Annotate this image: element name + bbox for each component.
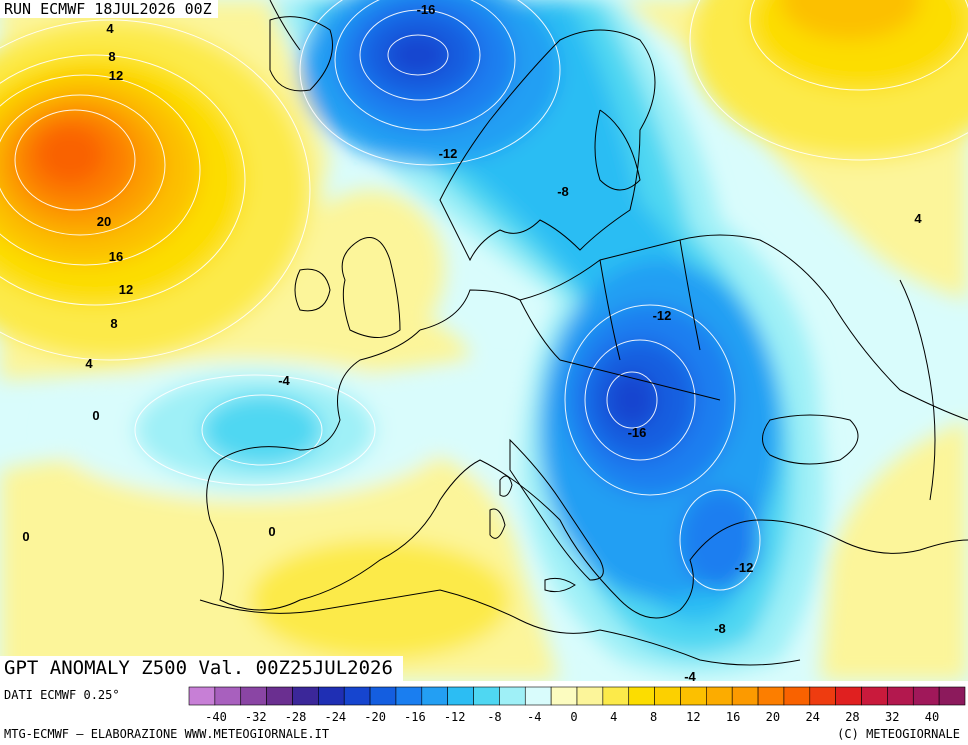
colorbar-swatch [628, 686, 655, 706]
colorbar-swatch [576, 686, 604, 706]
colorbar-swatch [550, 686, 578, 706]
colorbar-swatch [395, 686, 423, 706]
colorbar-swatch [499, 686, 526, 706]
colorbar-swatch [706, 686, 733, 706]
contour-label: -4 [684, 669, 696, 681]
colorbar-swatches [188, 686, 966, 706]
colorbar-tick-label: -40 [205, 710, 227, 724]
contour-label: 8 [110, 316, 117, 331]
colorbar-tick-label: -28 [285, 710, 307, 724]
contour-label: 0 [92, 408, 99, 423]
colorbar-swatch [938, 686, 966, 706]
colorbar-swatch [912, 686, 940, 706]
contour-label: 4 [914, 211, 922, 226]
colorbar-swatch [783, 686, 811, 706]
colorbar-swatch [214, 686, 242, 706]
contour-label: 0 [22, 529, 29, 544]
colorbar-swatch [266, 686, 293, 706]
contour-label: -16 [417, 2, 436, 17]
colorbar-swatch [292, 686, 319, 706]
colorbar-tick-label: 0 [570, 710, 577, 724]
colorbar-tick-label: 24 [805, 710, 819, 724]
contour-label: 16 [109, 249, 123, 264]
colorbar-swatch [602, 686, 630, 706]
contour-label: -12 [653, 308, 672, 323]
colorbar-tick-label: -8 [487, 710, 501, 724]
contour-label: 20 [97, 214, 111, 229]
anomaly-map: 4 8 12 20 16 12 8 4 0 0 -16 -12 -8 -4 0 … [0, 0, 968, 681]
colorbar-tick-label: -20 [364, 710, 386, 724]
contour-label: 0 [268, 524, 275, 539]
colorbar-swatch [473, 686, 500, 706]
colorbar-tick-label: 28 [845, 710, 859, 724]
contour-label: 4 [106, 21, 114, 36]
colorbar-swatch [680, 686, 707, 706]
colorbar-swatch [421, 686, 448, 706]
colorbar-tick-label: 40 [925, 710, 939, 724]
contour-label: 8 [108, 49, 115, 64]
colorbar-tick-label: -4 [527, 710, 541, 724]
data-source-label: DATI ECMWF 0.25° [4, 688, 120, 702]
colorbar-swatch [757, 686, 785, 706]
colorbar-swatch [809, 686, 836, 706]
colorbar-tick-label: -24 [324, 710, 346, 724]
colorbar-swatch [731, 686, 759, 706]
contour-labels: 4 8 12 20 16 12 8 4 0 0 -16 -12 -8 -4 0 … [22, 2, 922, 681]
colorbar: -40 -32 -28 -24 -20 -16 -12 -8 -4 0 4 8 12 16 20 24 28 32… [188, 686, 966, 724]
colorbar-swatch [343, 686, 371, 706]
colorbar-labels: -40 -32 -28 -24 -20 -16 -12 -8 -4 0 4 8 12 16 20 24 28 32… [205, 710, 939, 724]
run-label: RUN ECMWF 18JUL2026 00Z [0, 0, 218, 18]
contour-label: -4 [278, 373, 290, 388]
colorbar-swatch [240, 686, 267, 706]
colorbar-swatch [447, 686, 474, 706]
colorbar-swatch [369, 686, 397, 706]
colorbar-swatch [861, 686, 888, 706]
contour-label: -8 [557, 184, 569, 199]
colorbar-tick-label: -16 [404, 710, 426, 724]
colorbar-tick-label: 12 [686, 710, 700, 724]
credit-label: MTG-ECMWF – ELABORAZIONE WWW.METEOGIORNA… [4, 727, 330, 741]
colorbar-swatch [654, 686, 681, 706]
colorbar-tick-label: 32 [885, 710, 899, 724]
colorbar-tick-label: 16 [726, 710, 740, 724]
copyright-label: (C) METEOGIORNALE [837, 727, 960, 741]
colorbar-swatch [188, 686, 216, 706]
coastlines [199, 0, 968, 666]
contour-label: 4 [85, 356, 93, 371]
colorbar-tick-label: 4 [610, 710, 617, 724]
contour-label: 12 [109, 68, 123, 83]
contour-label: -12 [735, 560, 754, 575]
colorbar-swatch [524, 686, 552, 706]
colorbar-tick-label: -32 [245, 710, 267, 724]
contour-lines [0, 0, 968, 591]
contour-label: -16 [628, 425, 647, 440]
colorbar-tick-label: 20 [766, 710, 780, 724]
colorbar-swatch [835, 686, 862, 706]
contour-label: -12 [439, 146, 458, 161]
contour-label: -8 [714, 621, 726, 636]
colorbar-tick-label: 8 [650, 710, 657, 724]
colorbar-swatch [887, 686, 914, 706]
colorbar-swatch [318, 686, 345, 706]
anomaly-shading [0, 0, 968, 681]
map-title: GPT ANOMALY Z500 Val. 00Z25JUL2026 [0, 656, 403, 681]
colorbar-tick-label: -12 [444, 710, 466, 724]
contour-label: 12 [119, 282, 133, 297]
